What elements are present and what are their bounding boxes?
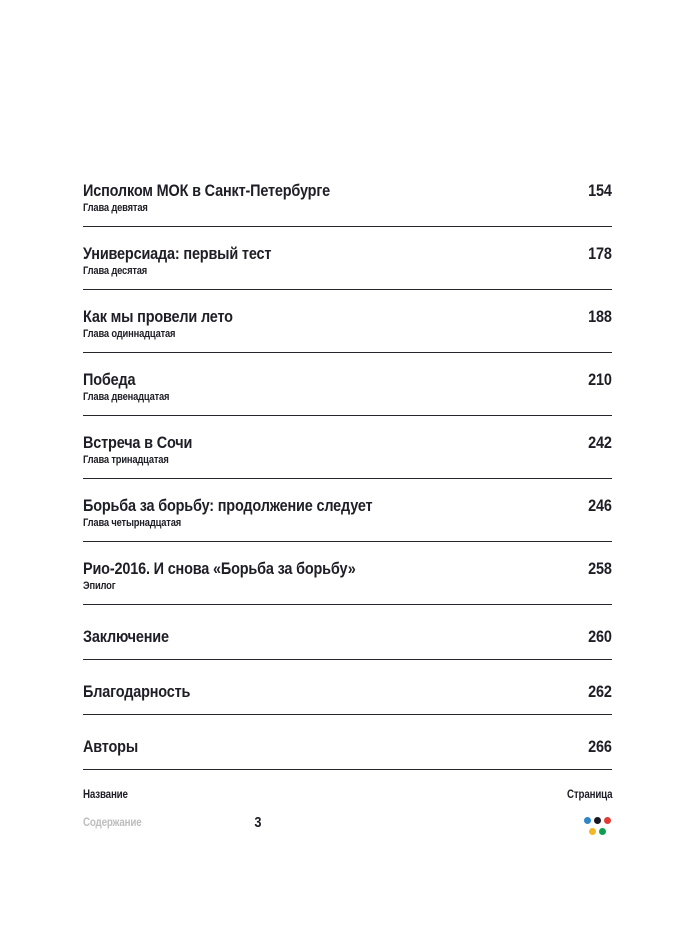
- legend-name-label: Название: [83, 789, 128, 801]
- toc-entry-title: Как мы провели лето: [83, 307, 233, 326]
- toc-entry-page: 154: [588, 181, 612, 200]
- toc-entry-title: Встреча в Сочи: [83, 433, 193, 452]
- logo-dot-yellow: [589, 828, 596, 835]
- toc-entry-subtitle: Глава десятая: [83, 265, 148, 277]
- toc-entry-subtitle: Глава одиннадцатая: [83, 328, 176, 340]
- legend-page-label: Страница: [566, 789, 613, 801]
- toc-entry[interactable]: Универсиада: первый тест 178 Глава десят…: [83, 227, 612, 290]
- toc-entry[interactable]: Победа 210 Глава двенадцатая: [83, 353, 612, 416]
- toc-entry-page: 242: [588, 433, 612, 452]
- toc-entry[interactable]: Встреча в Сочи 242 Глава тринадцатая: [83, 416, 612, 479]
- toc-entry-page: 258: [588, 559, 612, 578]
- toc-entry-page: 188: [588, 307, 612, 326]
- toc-entry-page: 246: [588, 496, 612, 515]
- footer-page-number: 3: [254, 814, 262, 831]
- toc-entry-title: Исполком МОК в Санкт-Петербурге: [83, 181, 331, 200]
- logo-dot-black: [594, 817, 601, 824]
- toc-entry[interactable]: Как мы провели лето 188 Глава одиннадцат…: [83, 290, 612, 353]
- toc-entry[interactable]: Борьба за борьбу: продолжение следует 24…: [83, 479, 612, 542]
- footer-section-label: Содержание: [83, 817, 142, 829]
- toc-column-legend: Название Страница: [83, 770, 612, 801]
- toc-entry-title: Авторы: [83, 737, 138, 756]
- toc-entry-page: 266: [588, 737, 612, 756]
- toc-entry-subtitle: Глава тринадцатая: [83, 454, 169, 466]
- toc-entry[interactable]: Благодарность 262: [83, 660, 612, 715]
- toc-entry-page: 262: [588, 682, 612, 701]
- logo-dot-blue: [584, 817, 591, 824]
- toc-entry-title: Рио-2016. И снова «Борьба за борьбу»: [83, 559, 356, 578]
- toc-entry-page: 260: [588, 627, 612, 646]
- olympic-dots-logo: [583, 816, 616, 837]
- toc-entry-subtitle: Глава четырнадцатая: [83, 517, 182, 529]
- toc-entry-title: Универсиада: первый тест: [83, 244, 272, 263]
- toc-entry-title: Победа: [83, 370, 136, 389]
- toc-entry-subtitle: Глава двенадцатая: [83, 391, 170, 403]
- toc-entry-title: Заключение: [83, 627, 169, 646]
- toc-entry[interactable]: Авторы 266: [83, 715, 612, 770]
- toc-entry[interactable]: Рио-2016. И снова «Борьба за борьбу» 258…: [83, 542, 612, 605]
- table-of-contents: Исполком МОК в Санкт-Петербурге 154 Глав…: [83, 164, 612, 801]
- toc-entry-title: Борьба за борьбу: продолжение следует: [83, 496, 373, 515]
- toc-entry[interactable]: Заключение 260: [83, 605, 612, 660]
- toc-entry-page: 210: [588, 370, 612, 389]
- toc-entry-page: 178: [588, 244, 612, 263]
- logo-dot-red: [604, 817, 611, 824]
- toc-entry-subtitle: Глава девятая: [83, 202, 148, 214]
- logo-dot-green: [599, 828, 606, 835]
- toc-entry-title: Благодарность: [83, 682, 191, 701]
- toc-entry[interactable]: Исполком МОК в Санкт-Петербурге 154 Глав…: [83, 164, 612, 227]
- toc-entry-subtitle: Эпилог: [83, 580, 116, 592]
